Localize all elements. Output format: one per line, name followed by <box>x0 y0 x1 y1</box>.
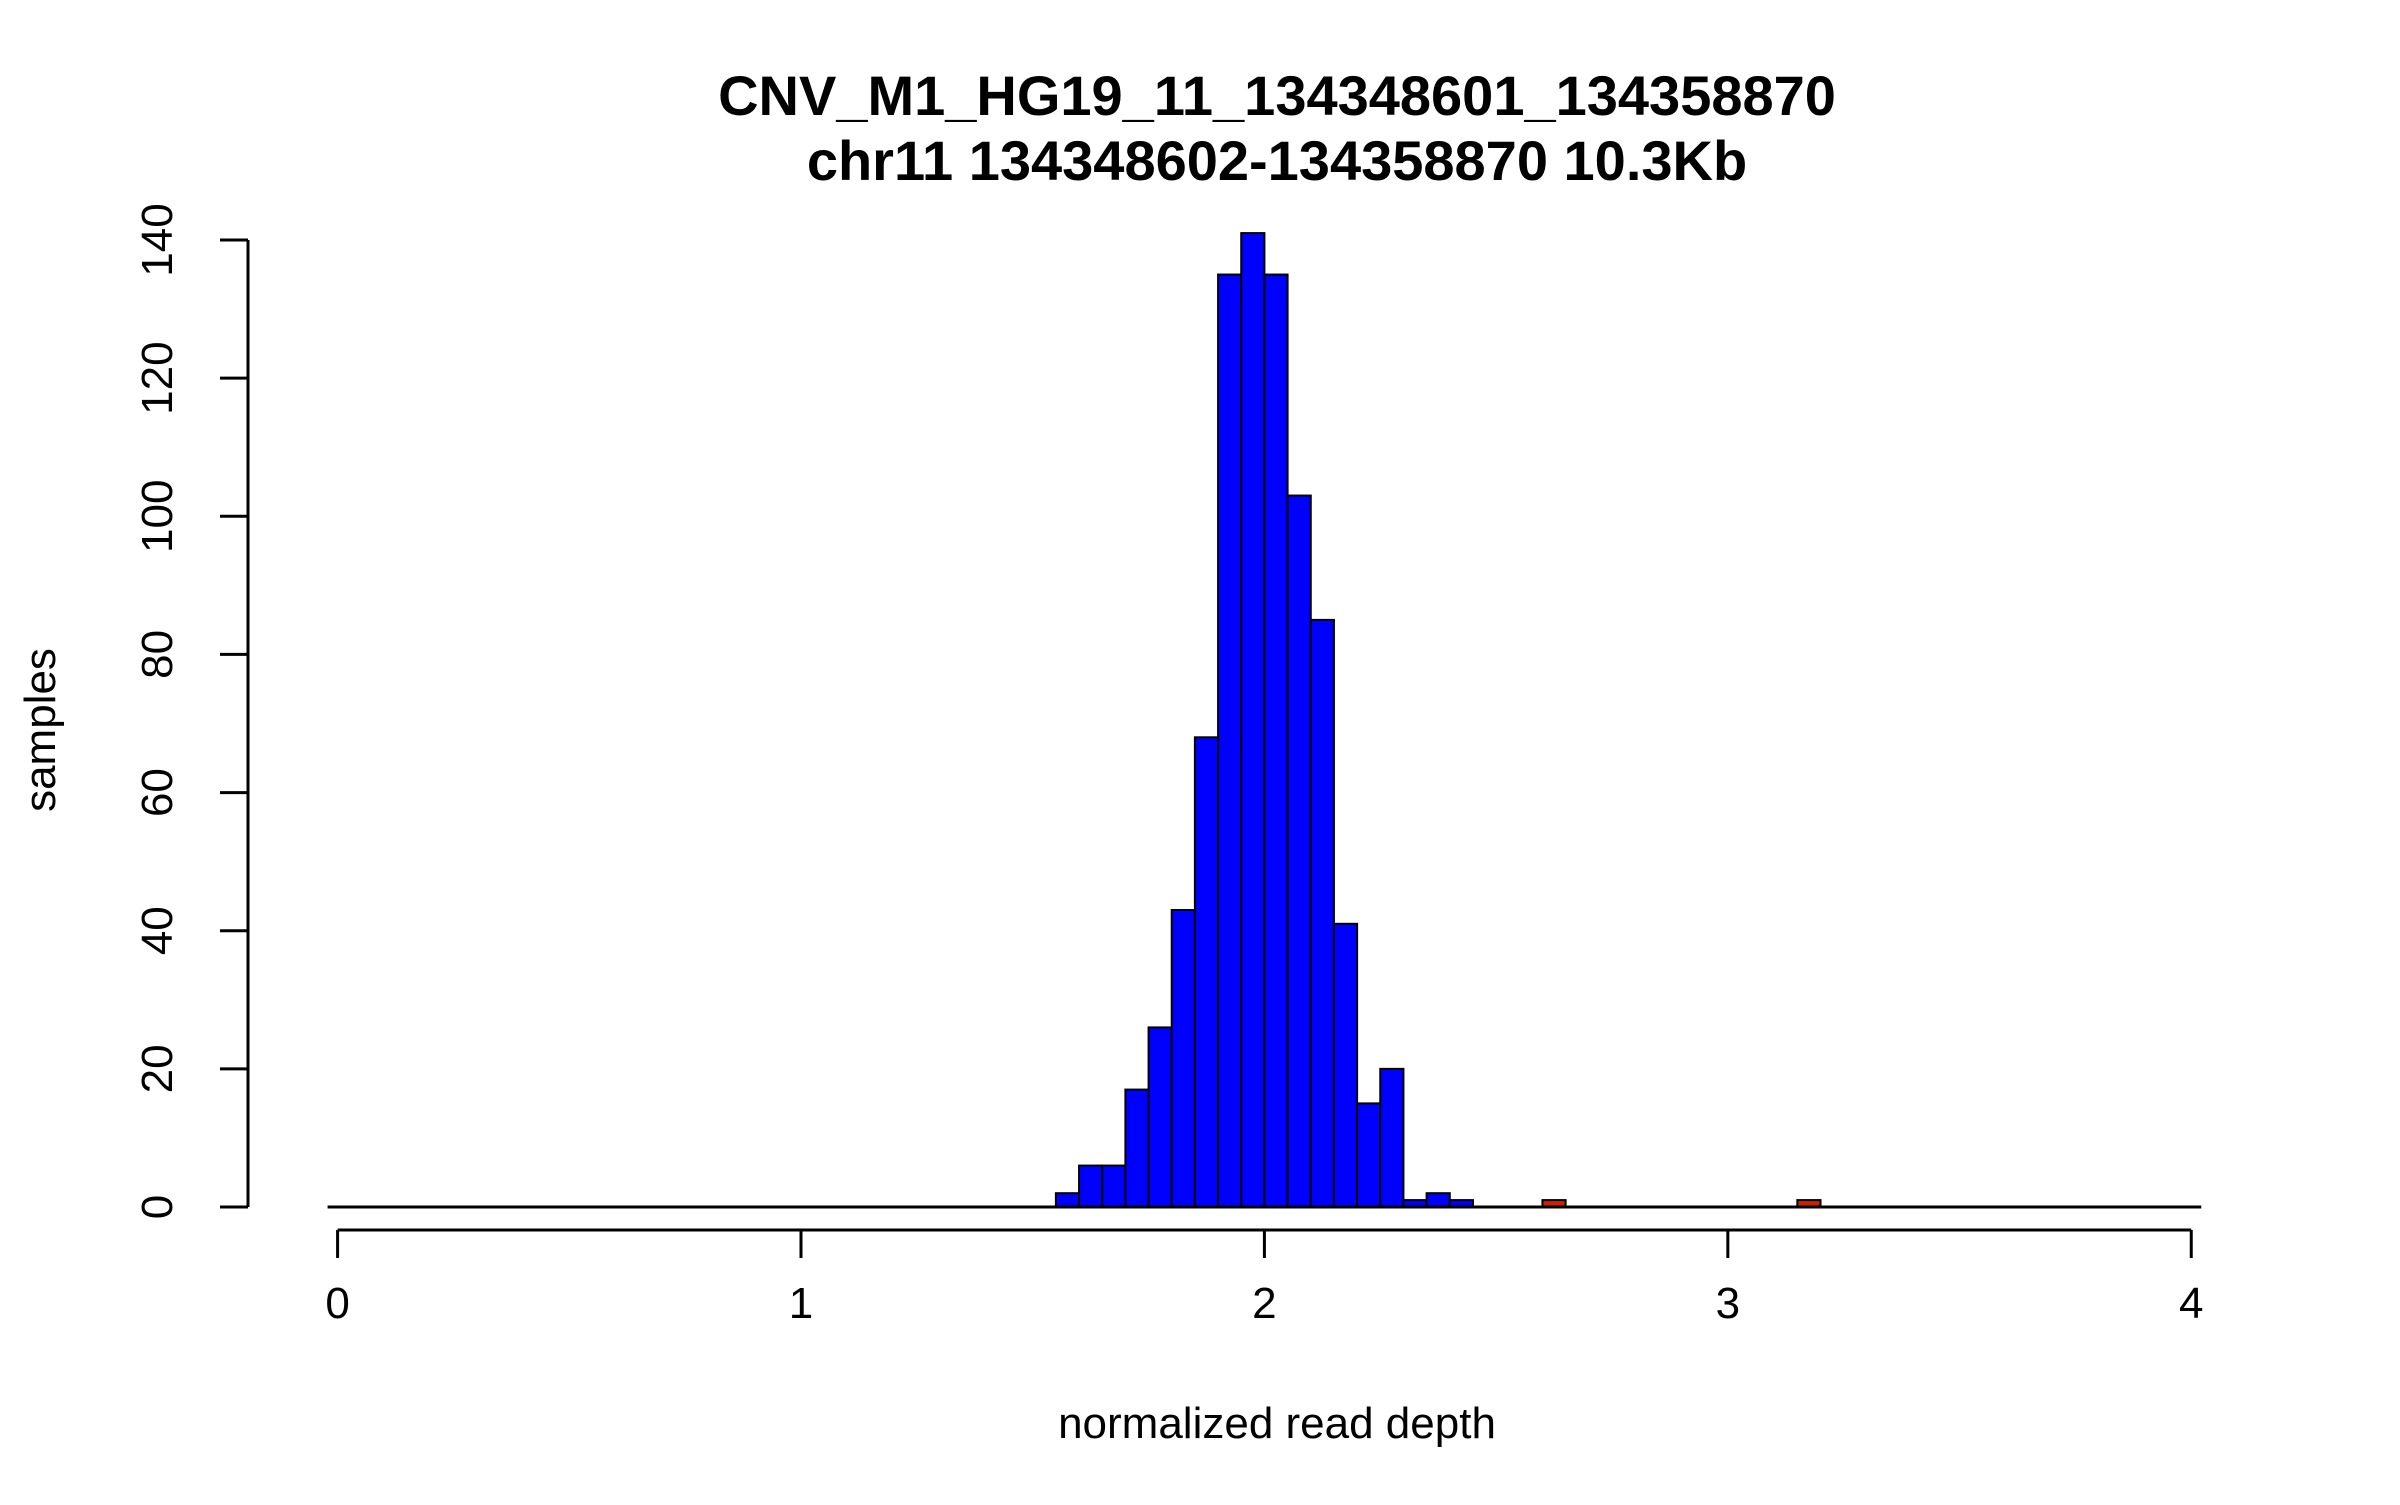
histogram-bar <box>1332 922 1359 1208</box>
x-axis-ticks: 0 1 2 3 4 <box>325 1230 2203 1328</box>
y-tick-label: 40 <box>133 906 182 955</box>
x-tick-label: 4 <box>2179 1279 2203 1328</box>
x-tick-label: 1 <box>789 1279 813 1328</box>
y-tick-label: 120 <box>133 341 182 414</box>
y-axis-ticks: 0 20 40 60 80 100 120 140 <box>133 203 248 1219</box>
histogram-bar <box>1054 1192 1081 1208</box>
histogram-bar <box>1217 273 1243 1209</box>
y-tick-label: 60 <box>133 768 182 817</box>
histogram-bar <box>1170 908 1196 1208</box>
histogram-bar <box>1263 273 1289 1209</box>
histogram-bar <box>1356 1102 1382 1209</box>
histogram-bar <box>1101 1164 1127 1209</box>
histogram-bar <box>1078 1164 1104 1209</box>
y-tick-label: 140 <box>133 203 182 276</box>
y-tick-label: 80 <box>133 630 182 679</box>
chart-title: CNV_M1_HG19_11_134348601_134358870 <box>718 64 1836 127</box>
x-axis-label: normalized read depth <box>1058 1399 1496 1448</box>
y-tick-label: 20 <box>133 1044 182 1093</box>
x-tick-label: 0 <box>325 1279 349 1328</box>
histogram-bar <box>1309 618 1335 1208</box>
histogram-bar <box>1147 1026 1173 1209</box>
chart-subtitle: chr11 134348602-134358870 10.3Kb <box>807 129 1747 192</box>
y-axis-label: samples <box>16 648 65 812</box>
histogram-bar <box>1240 232 1266 1208</box>
histogram-bar <box>1379 1067 1405 1208</box>
histogram-bar <box>1124 1088 1150 1208</box>
histogram-bar <box>1193 736 1220 1208</box>
x-tick-label: 2 <box>1252 1279 1276 1328</box>
histogram-bar <box>1286 494 1312 1208</box>
x-tick-label: 3 <box>1716 1279 1740 1328</box>
histogram-bar <box>1425 1192 1451 1208</box>
bars-layer <box>1054 232 1822 1209</box>
y-tick-label: 0 <box>133 1195 182 1219</box>
y-tick-label: 100 <box>133 480 182 553</box>
